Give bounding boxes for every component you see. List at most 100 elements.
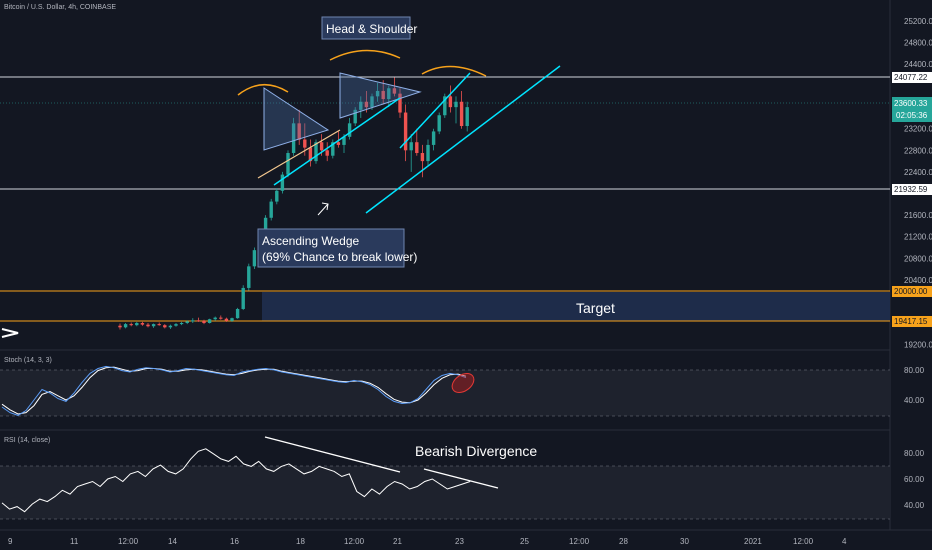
price-tick: 21200.00 [904,233,932,242]
candle-body [118,325,122,328]
candle-body [403,112,408,151]
stoch-tick-40: 40.00 [904,396,925,405]
rsi-tick-40: 40.00 [904,501,925,510]
stoch-tick-80: 80.00 [904,366,925,375]
main-pane [0,0,890,350]
time-tick: 25 [520,537,529,546]
triangle-head [339,72,422,119]
time-tick: 21 [393,537,402,546]
target-label: Target [576,300,615,316]
wedge-label-line1: Ascending Wedge [262,234,360,248]
channel-trend [365,65,561,214]
candle-body [420,153,425,162]
time-tick: 23 [455,537,464,546]
candle-body [387,88,391,100]
candle-body [163,325,167,328]
candle-body [426,144,430,162]
candle-body [286,153,290,175]
price-tick: 24800.00 [904,38,932,47]
stoch-band [0,370,890,416]
target-bottom-badge [892,316,932,327]
candle-body [459,101,464,127]
time-tick: 11 [70,537,79,546]
target-top-badge-text: 20000.00 [894,287,928,296]
price-tick: 22800.00 [904,146,932,155]
candle-body [454,101,458,108]
wedge-upper-trend [399,72,471,149]
candle-body [157,324,161,326]
time-tick: 12:00 [118,537,139,546]
candle-body [364,101,369,108]
stoch-k-line [1,365,467,416]
target-zone [262,292,890,321]
head-shoulder-box [321,16,411,40]
rsi-divergence-line-2 [423,468,499,489]
candle-body [224,318,229,321]
up-arrow-head [321,202,329,211]
candle-body [202,320,206,324]
candle-body [303,139,307,148]
candle-body [207,319,212,324]
current-price-badge [892,97,932,122]
candle-body [280,174,285,191]
rsi-label: RSI (14, close) [4,437,50,444]
left-shoulder-arc [237,84,289,96]
price-tick: 25200.00 [904,17,932,26]
candle-body [291,123,296,154]
time-tick: 12:00 [793,537,814,546]
rsi-divergence-line-1 [264,436,401,473]
price-axis: 25200.00 24800.00 24400.00 23200.00 22800.00… [904,17,932,350]
support-badge-text: 21932.59 [894,185,928,194]
candle-body [269,201,273,218]
rsi-tick-60: 60.00 [904,475,925,484]
target-bottom-badge-text: 19417.15 [894,317,928,326]
stoch-cross-marker [451,372,475,394]
time-tick: 12:00 [344,537,365,546]
wedge-base-line [257,129,341,179]
candle-body [381,90,385,100]
time-tick: 28 [619,537,628,546]
price-tick: 20400.00 [904,276,932,285]
candle-body [297,123,301,140]
countdown-text: 02:05:36 [896,111,928,120]
time-tick: 2021 [744,537,762,546]
candle-body [437,115,441,132]
chevron-right-icon[interactable] [1,328,19,338]
price-tick: 24400.00 [904,60,932,69]
divergence-label: Bearish Divergence [415,443,537,459]
candle-body [168,325,173,328]
candle-body [409,142,413,151]
candle-body [465,107,469,127]
candle-body [331,142,335,156]
symbol-title: Bitcoin / U.S. Dollar, 4h, COINBASE [4,4,116,11]
candle-body [179,323,184,325]
price-tick: 23200.00 [904,125,932,134]
time-axis: 9 11 12:00 14 16 18 12:00 21 23 25 12:00 28 30 2021 12… [8,537,847,546]
wedge-lower-trend [273,97,401,186]
candle-body [375,90,380,97]
time-tick: 4 [842,537,847,546]
candle-body [219,317,223,319]
candle-body [230,318,234,321]
candle-body [336,142,341,145]
candle-body [196,320,201,322]
candle-body [308,147,313,162]
price-tick: 20800.00 [904,254,932,263]
time-tick: 18 [296,537,305,546]
support-badge [892,184,932,195]
candle-body [398,93,402,113]
candle-body [213,317,217,320]
up-arrow [317,203,329,216]
time-tick: 16 [230,537,239,546]
time-tick: 9 [8,537,13,546]
stoch-d-line [1,366,467,415]
candle-body [252,250,257,267]
candlestick-series [118,77,469,330]
candle-body [140,323,145,325]
candle-body [319,142,324,151]
candle-body [185,321,189,324]
candle-body [174,324,178,326]
candle-body [370,96,374,108]
time-tick: 12:00 [569,537,590,546]
